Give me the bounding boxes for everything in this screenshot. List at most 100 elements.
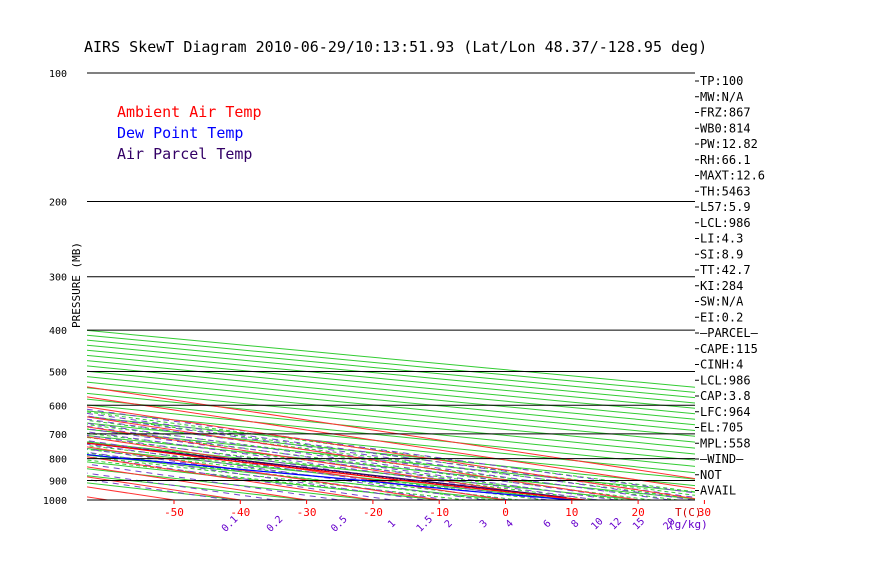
mixing-ratio-tick-label: 8 bbox=[569, 518, 581, 530]
dry-adiabat-line bbox=[87, 381, 695, 443]
mixing-ratio-tick-label: 4 bbox=[504, 518, 516, 530]
isotherm-line bbox=[87, 386, 695, 480]
moist-adiabat-line bbox=[87, 419, 695, 500]
pressure-tick-label: 600 bbox=[49, 401, 67, 412]
mixing-ratio-line bbox=[87, 443, 488, 500]
index-text: MPL:558 bbox=[700, 436, 751, 450]
bottom-temp-tick-label: 30 bbox=[698, 506, 711, 519]
index-text: AVAIL bbox=[700, 484, 736, 498]
dry-adiabat-line bbox=[87, 392, 695, 455]
mixing-ratio-tick-label: 0.2 bbox=[265, 514, 286, 535]
bottom-temp-tick-label: -40 bbox=[230, 506, 250, 519]
data-lines bbox=[87, 442, 586, 500]
ambient-temp-series-line bbox=[87, 442, 586, 500]
index-text: LI:4.3 bbox=[700, 232, 743, 246]
isotherm-line bbox=[87, 396, 695, 490]
moist-adiabat-line bbox=[87, 411, 695, 493]
bottom-temp-tick-label: -20 bbox=[363, 506, 383, 519]
mixing-ratio-line bbox=[87, 415, 695, 500]
mixing-ratio-tick-label: 10 bbox=[589, 516, 605, 532]
mixing-ratio-tick-label: 12 bbox=[608, 516, 624, 532]
isotherm-line bbox=[87, 406, 695, 500]
index-text: EL:705 bbox=[700, 421, 743, 435]
index-text: LCL:986 bbox=[700, 216, 751, 230]
index-text: PW:12.82 bbox=[700, 137, 758, 151]
index-text: NOT bbox=[700, 468, 722, 482]
bottom-temp-tick-label: 20 bbox=[631, 506, 644, 519]
index-text: SI:8.9 bbox=[700, 247, 743, 261]
pressure-tick-label: 400 bbox=[49, 326, 67, 337]
index-text: EI:0.2 bbox=[700, 310, 743, 324]
pressure-tick-label: 700 bbox=[49, 430, 67, 441]
dry-adiabat-line bbox=[87, 376, 695, 437]
mixing-ratio-line bbox=[87, 479, 234, 500]
dry-adiabat-line bbox=[87, 454, 511, 500]
bottom-temp-tick-label: -10 bbox=[429, 506, 449, 519]
legend-entry-1: Ambient Air Temp bbox=[117, 103, 262, 121]
index-text: CAP:3.8 bbox=[700, 389, 751, 403]
dry-adiabat-line bbox=[87, 475, 312, 500]
dry-adiabat-line bbox=[87, 344, 695, 404]
mixing-ratio-tick-label: 6 bbox=[542, 518, 554, 530]
dry-adiabat-line bbox=[87, 370, 695, 432]
index-text: SW:N/A bbox=[700, 295, 744, 309]
index-text: CAPE:115 bbox=[700, 342, 758, 356]
dry-adiabat-line bbox=[87, 468, 378, 500]
bottom-temp-tick-label: -30 bbox=[297, 506, 317, 519]
mixing-ratio-tick-label: 1 bbox=[386, 518, 398, 530]
mixing-ratio-line bbox=[87, 418, 674, 500]
index-text: WB0:814 bbox=[700, 121, 751, 135]
dry-adiabat-line bbox=[87, 365, 695, 426]
mixing-ratio-line bbox=[87, 422, 643, 500]
index-text: FRZ:867 bbox=[700, 106, 751, 120]
isotherm-line bbox=[87, 416, 639, 500]
pressure-tick-label: 1000 bbox=[43, 496, 67, 507]
mixing-ratio-tick-label: 0.5 bbox=[329, 514, 350, 535]
index-text: —WIND— bbox=[700, 452, 744, 466]
mixing-ratio-tick-label: 2 bbox=[443, 518, 455, 530]
moist-adiabat-line bbox=[87, 415, 695, 496]
bottom-temp-tick-label: 10 bbox=[565, 506, 578, 519]
mixing-ratio-line bbox=[87, 412, 695, 498]
pressure-tick-label: 900 bbox=[49, 476, 67, 487]
index-text: —PARCEL— bbox=[700, 326, 759, 340]
pressure-tick-label: 300 bbox=[49, 273, 67, 284]
bottom-temp-tick-label: -50 bbox=[164, 506, 184, 519]
isotherm-line bbox=[87, 426, 572, 500]
bottom-temp-tick-label: 0 bbox=[502, 506, 509, 519]
mixing-ratio-tick-label: 3 bbox=[478, 518, 490, 530]
dry-adiabat-line bbox=[87, 416, 695, 480]
moist-adiabat-line bbox=[87, 432, 625, 500]
dry-adiabat-line bbox=[87, 461, 445, 500]
index-text: LCL:986 bbox=[700, 373, 751, 387]
moist-adiabat-line bbox=[87, 441, 572, 500]
mixing-ratio-line bbox=[87, 431, 579, 500]
index-text: KI:284 bbox=[700, 279, 743, 293]
index-text: MW:N/A bbox=[700, 90, 744, 104]
dry-adiabat-line bbox=[87, 349, 695, 409]
pressure-tick-label: 500 bbox=[49, 367, 67, 378]
pressure-tick-label: 800 bbox=[49, 455, 67, 466]
mixing-ratio-line bbox=[87, 425, 620, 500]
index-text: MAXT:12.6 bbox=[700, 169, 765, 183]
parcel-temp-series-line bbox=[87, 442, 567, 499]
dry-adiabat-line bbox=[87, 360, 695, 420]
dry-adiabat-line bbox=[87, 339, 695, 399]
isotherm-line bbox=[0, 73, 41, 500]
index-text: LFC:964 bbox=[700, 405, 751, 419]
pressure-tick-label: 200 bbox=[49, 198, 67, 209]
index-text: RH:66.1 bbox=[700, 153, 751, 167]
pressure-tick-label: 100 bbox=[49, 69, 67, 80]
moist-adiabat-line bbox=[87, 428, 652, 500]
legend-entry-3: Air Parcel Temp bbox=[117, 145, 252, 163]
mixing-ratio-line bbox=[87, 451, 429, 500]
temp-unit-label: T(C) bbox=[675, 506, 702, 519]
index-text: TH:5463 bbox=[700, 184, 751, 198]
mixing-ratio-line bbox=[87, 428, 602, 500]
mixing-ratio-line bbox=[87, 463, 343, 500]
legend-entry-2: Dew Point Temp bbox=[117, 124, 243, 142]
dew-point-series-line bbox=[87, 453, 572, 500]
dry-adiabat-line bbox=[87, 354, 695, 415]
